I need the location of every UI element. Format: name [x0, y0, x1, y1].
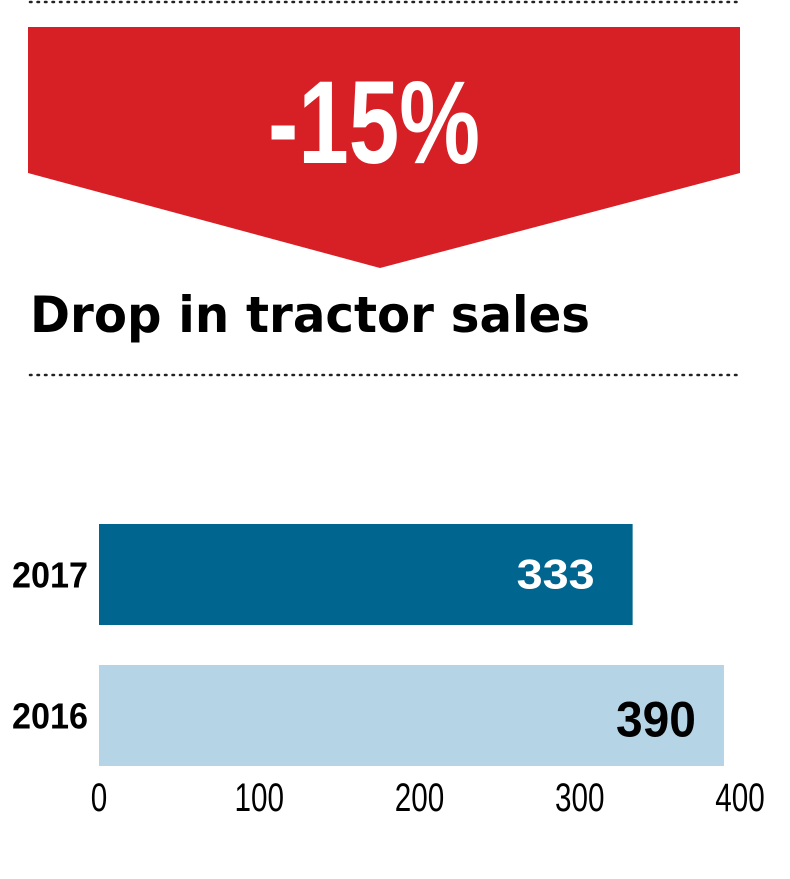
category-label-2017: 2017 — [12, 555, 88, 596]
x-tick-label-300: 300 — [555, 776, 605, 820]
bar-chart: 2017 333 2016 390 0 100 200 300 400 — [12, 524, 765, 820]
category-label-2016: 2016 — [12, 696, 88, 737]
percent-change: -15% — [268, 57, 480, 189]
data-label-2016: 390 — [616, 692, 696, 748]
x-tick-label-400: 400 — [715, 776, 765, 820]
x-tick-label-100: 100 — [235, 776, 285, 820]
bar-2017 — [99, 524, 633, 625]
down-arrow-banner — [28, 27, 740, 268]
chart-title: Drop in tractor sales — [30, 286, 590, 344]
data-label-2017: 333 — [517, 551, 595, 598]
x-tick-label-0: 0 — [91, 776, 108, 820]
x-tick-label-200: 200 — [395, 776, 445, 820]
bar-2016 — [99, 665, 724, 766]
